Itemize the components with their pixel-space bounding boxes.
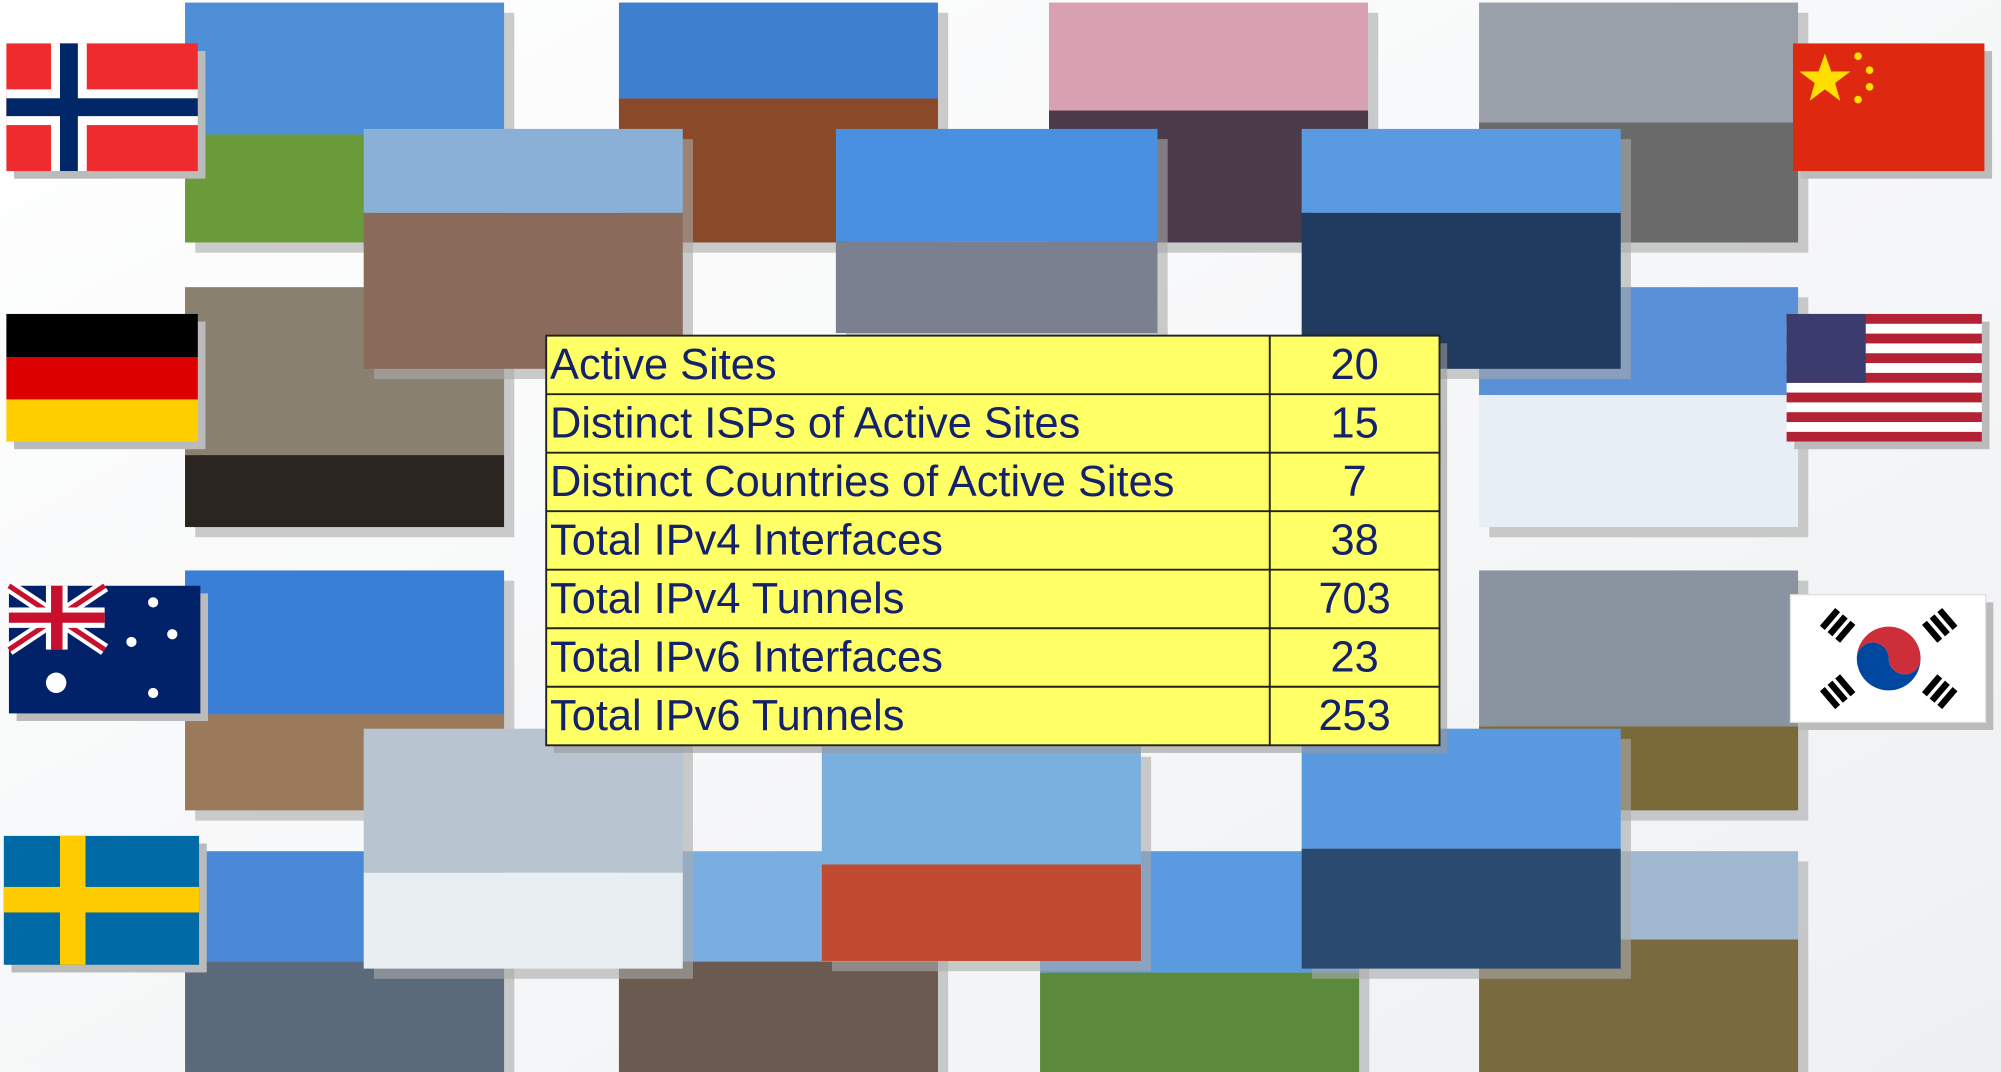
row-value: 20 — [1331, 341, 1379, 389]
photo-sky — [185, 3, 504, 135]
photo — [1302, 729, 1631, 979]
row-label: Total IPv4 Tunnels — [550, 575, 904, 623]
flag-usa — [1787, 314, 1990, 449]
flag-norway — [6, 43, 205, 178]
photo — [836, 129, 1168, 343]
page: {"table": {"rows": [ ["Active Sites", 20… — [0, 0, 2001, 1072]
photo-ground — [185, 455, 504, 527]
flag-germany — [6, 314, 205, 449]
row-label: Total IPv4 Interfaces — [550, 516, 943, 564]
row-label: Total IPv6 Tunnels — [550, 692, 904, 740]
photo-ground — [1302, 849, 1621, 969]
row-value: 38 — [1331, 516, 1379, 564]
stats-table: Active Sites 20 Distinct ISPs of Active Si… — [546, 336, 1447, 753]
photo — [822, 747, 1151, 972]
photo — [364, 729, 693, 979]
photo-sky — [364, 129, 683, 213]
photo-sky — [1049, 3, 1368, 111]
row-value: 15 — [1331, 399, 1379, 447]
photo-sky — [1479, 3, 1798, 123]
photo-ground — [1040, 973, 1359, 1072]
flag-sweden — [4, 836, 207, 973]
photo-ground — [1479, 395, 1798, 527]
photo-ground — [822, 864, 1141, 960]
slide: Active Sites 20 Distinct ISPs of Active Si… — [0, 0, 2001, 1072]
photo-sky — [185, 570, 504, 714]
row-value: 253 — [1318, 692, 1390, 740]
row-value: 23 — [1331, 634, 1379, 682]
flag-china — [1793, 43, 1992, 178]
photo-sky — [1302, 129, 1621, 213]
photo-ground — [364, 873, 683, 969]
row-value: 703 — [1318, 575, 1390, 623]
photo-sky — [1479, 570, 1798, 726]
row-value: 7 — [1343, 458, 1367, 506]
flag-australia — [9, 586, 208, 721]
row-label: Distinct ISPs of Active Sites — [550, 399, 1080, 447]
photo-sky — [836, 129, 1158, 241]
photo-sky — [822, 747, 1141, 865]
row-label: Distinct Countries of Active Sites — [550, 458, 1174, 506]
photo-ground — [836, 241, 1158, 333]
flag-korea — [1790, 595, 1993, 730]
photo-sky — [619, 3, 938, 99]
row-label: Total IPv6 Interfaces — [550, 634, 943, 682]
row-label: Active Sites — [550, 341, 777, 389]
